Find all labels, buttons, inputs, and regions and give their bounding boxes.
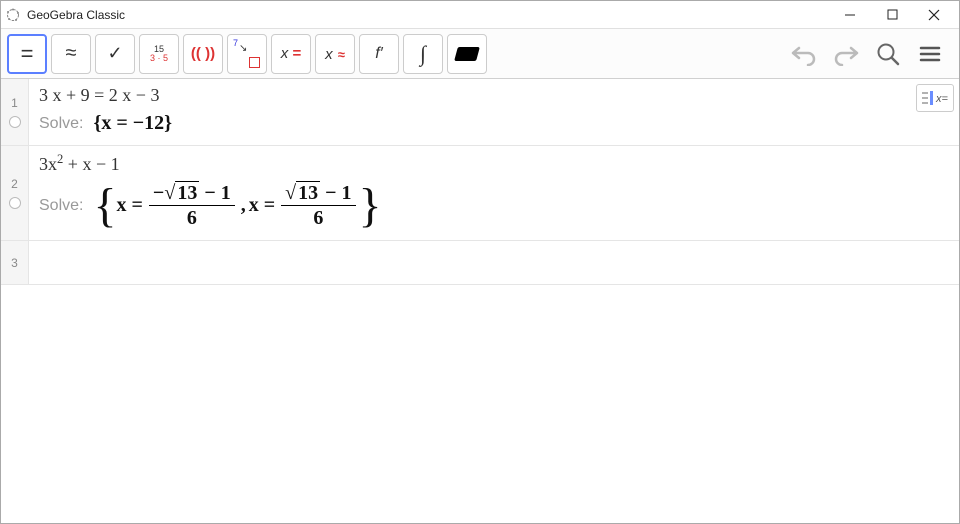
toolbar: = ≈ ✓ 153 · 5 (( )) 7↘ x = x ≈ f′ ∫: [1, 29, 959, 79]
cas-row[interactable]: 2 3x2 + x − 1 Solve: { x = −13 − 1 6 , x…: [1, 146, 959, 241]
row-index: 3: [11, 256, 18, 270]
cas-row[interactable]: 3: [1, 241, 959, 285]
window-title: GeoGebra Classic: [27, 8, 829, 22]
visibility-toggle[interactable]: [9, 197, 21, 209]
title-bar: GeoGebra Classic: [1, 1, 959, 29]
tool-evaluate-exact[interactable]: =: [7, 34, 47, 74]
search-button[interactable]: [871, 37, 905, 71]
tool-delete[interactable]: [447, 34, 487, 74]
maximize-button[interactable]: [871, 2, 913, 28]
svg-text:x=: x=: [935, 93, 949, 105]
cas-output: Solve: { x = −13 − 1 6 , x = 13 − 1 6: [39, 181, 949, 230]
tool-keep-input[interactable]: ✓: [95, 34, 135, 74]
factor-bottom: 3 · 5: [150, 54, 168, 63]
tool-solve-numeric[interactable]: x ≈: [315, 34, 355, 74]
view-selector-button[interactable]: x=: [916, 84, 954, 112]
tool-solve-exact[interactable]: x =: [271, 34, 311, 74]
tool-integral[interactable]: ∫: [403, 34, 443, 74]
tool-derivative[interactable]: f′: [359, 34, 399, 74]
cas-output: Solve: {x = −12}: [39, 112, 949, 135]
output-value: { x = −13 − 1 6 , x = 13 − 1 6: [93, 181, 381, 230]
row-gutter: 1: [1, 79, 29, 145]
row-gutter: 3: [1, 241, 29, 284]
row-index: 1: [11, 96, 18, 110]
row-gutter: 2: [1, 146, 29, 240]
close-button[interactable]: [913, 2, 955, 28]
tool-evaluate-numeric[interactable]: ≈: [51, 34, 91, 74]
menu-button[interactable]: [913, 37, 947, 71]
eraser-icon: [454, 47, 480, 61]
window-controls: [829, 2, 955, 28]
output-label: Solve:: [39, 115, 83, 133]
tool-substitute[interactable]: 7↘: [227, 34, 267, 74]
cas-input-empty[interactable]: [39, 247, 949, 268]
cas-input[interactable]: 3x2 + x − 1: [39, 152, 949, 175]
tool-factor[interactable]: 153 · 5: [139, 34, 179, 74]
minimize-button[interactable]: [829, 2, 871, 28]
cas-input[interactable]: 3 x + 9 = 2 x − 3: [39, 85, 949, 106]
output-value: {x = −12}: [93, 112, 172, 135]
cas-view: 1 3 x + 9 = 2 x − 3 Solve: {x = −12} 2 3…: [1, 79, 959, 285]
undo-button[interactable]: [787, 37, 821, 71]
tool-expand[interactable]: (( )): [183, 34, 223, 74]
redo-button[interactable]: [829, 37, 863, 71]
app-icon: [5, 7, 21, 23]
visibility-toggle[interactable]: [9, 116, 21, 128]
cas-row[interactable]: 1 3 x + 9 = 2 x − 3 Solve: {x = −12}: [1, 79, 959, 146]
row-index: 2: [11, 177, 18, 191]
output-label: Solve:: [39, 197, 83, 215]
